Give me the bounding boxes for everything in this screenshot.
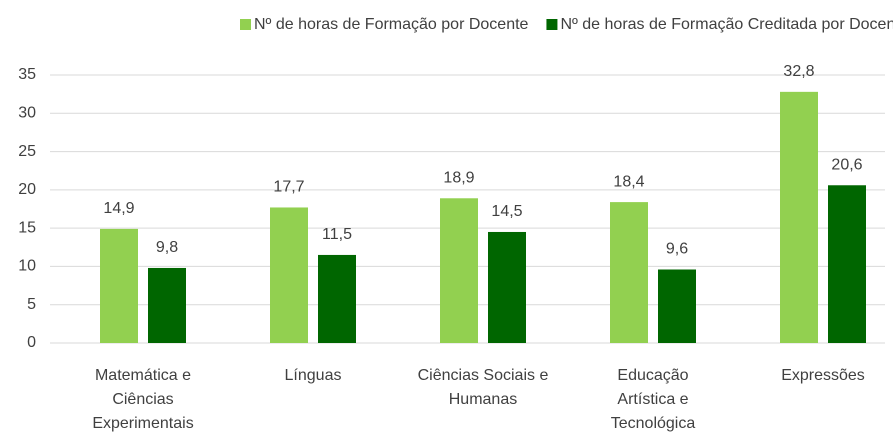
bar [270,207,308,343]
x-tick-label: Educação Artística e Tecnológica [611,367,696,432]
bar [610,202,648,343]
bar [148,267,186,343]
bar [828,185,866,343]
x-tick-label: Expressões [781,367,865,384]
legend-label: Nº de horas de Formação por Docente [254,16,529,33]
y-tick-label: 15 [18,219,36,236]
y-tick-label: 20 [18,181,36,198]
y-tick-label: 25 [18,143,36,160]
x-tick-label: Ciências Sociais e Humanas [418,367,549,408]
bar [658,269,696,343]
x-tick-label: Matemática e Ciências Experimentais [92,367,193,432]
legend-swatch [546,19,558,30]
data-label: 20,6 [831,156,862,173]
data-label: 32,8 [783,63,814,80]
y-tick-label: 5 [27,296,36,313]
data-label: 14,5 [491,203,522,220]
bar [780,91,818,344]
data-label: 11,5 [322,226,352,243]
y-tick-label: 35 [18,66,36,83]
y-tick-label: 0 [27,334,36,351]
data-label: 17,7 [273,179,304,196]
data-label: 18,4 [613,173,644,190]
x-tick-label: Línguas [285,367,342,384]
y-tick-label: 10 [18,258,36,275]
bar [488,231,526,343]
legend-label: Nº de horas de Formação Creditada por Do… [560,16,893,33]
data-label: 14,9 [103,200,134,217]
bar [100,228,138,343]
y-tick-label: 30 [18,105,36,122]
data-label: 9,8 [156,239,178,256]
data-label: 18,9 [443,169,474,186]
legend-swatch [240,19,251,30]
data-label: 9,6 [666,241,688,258]
bar [440,198,478,343]
bar [318,254,356,343]
